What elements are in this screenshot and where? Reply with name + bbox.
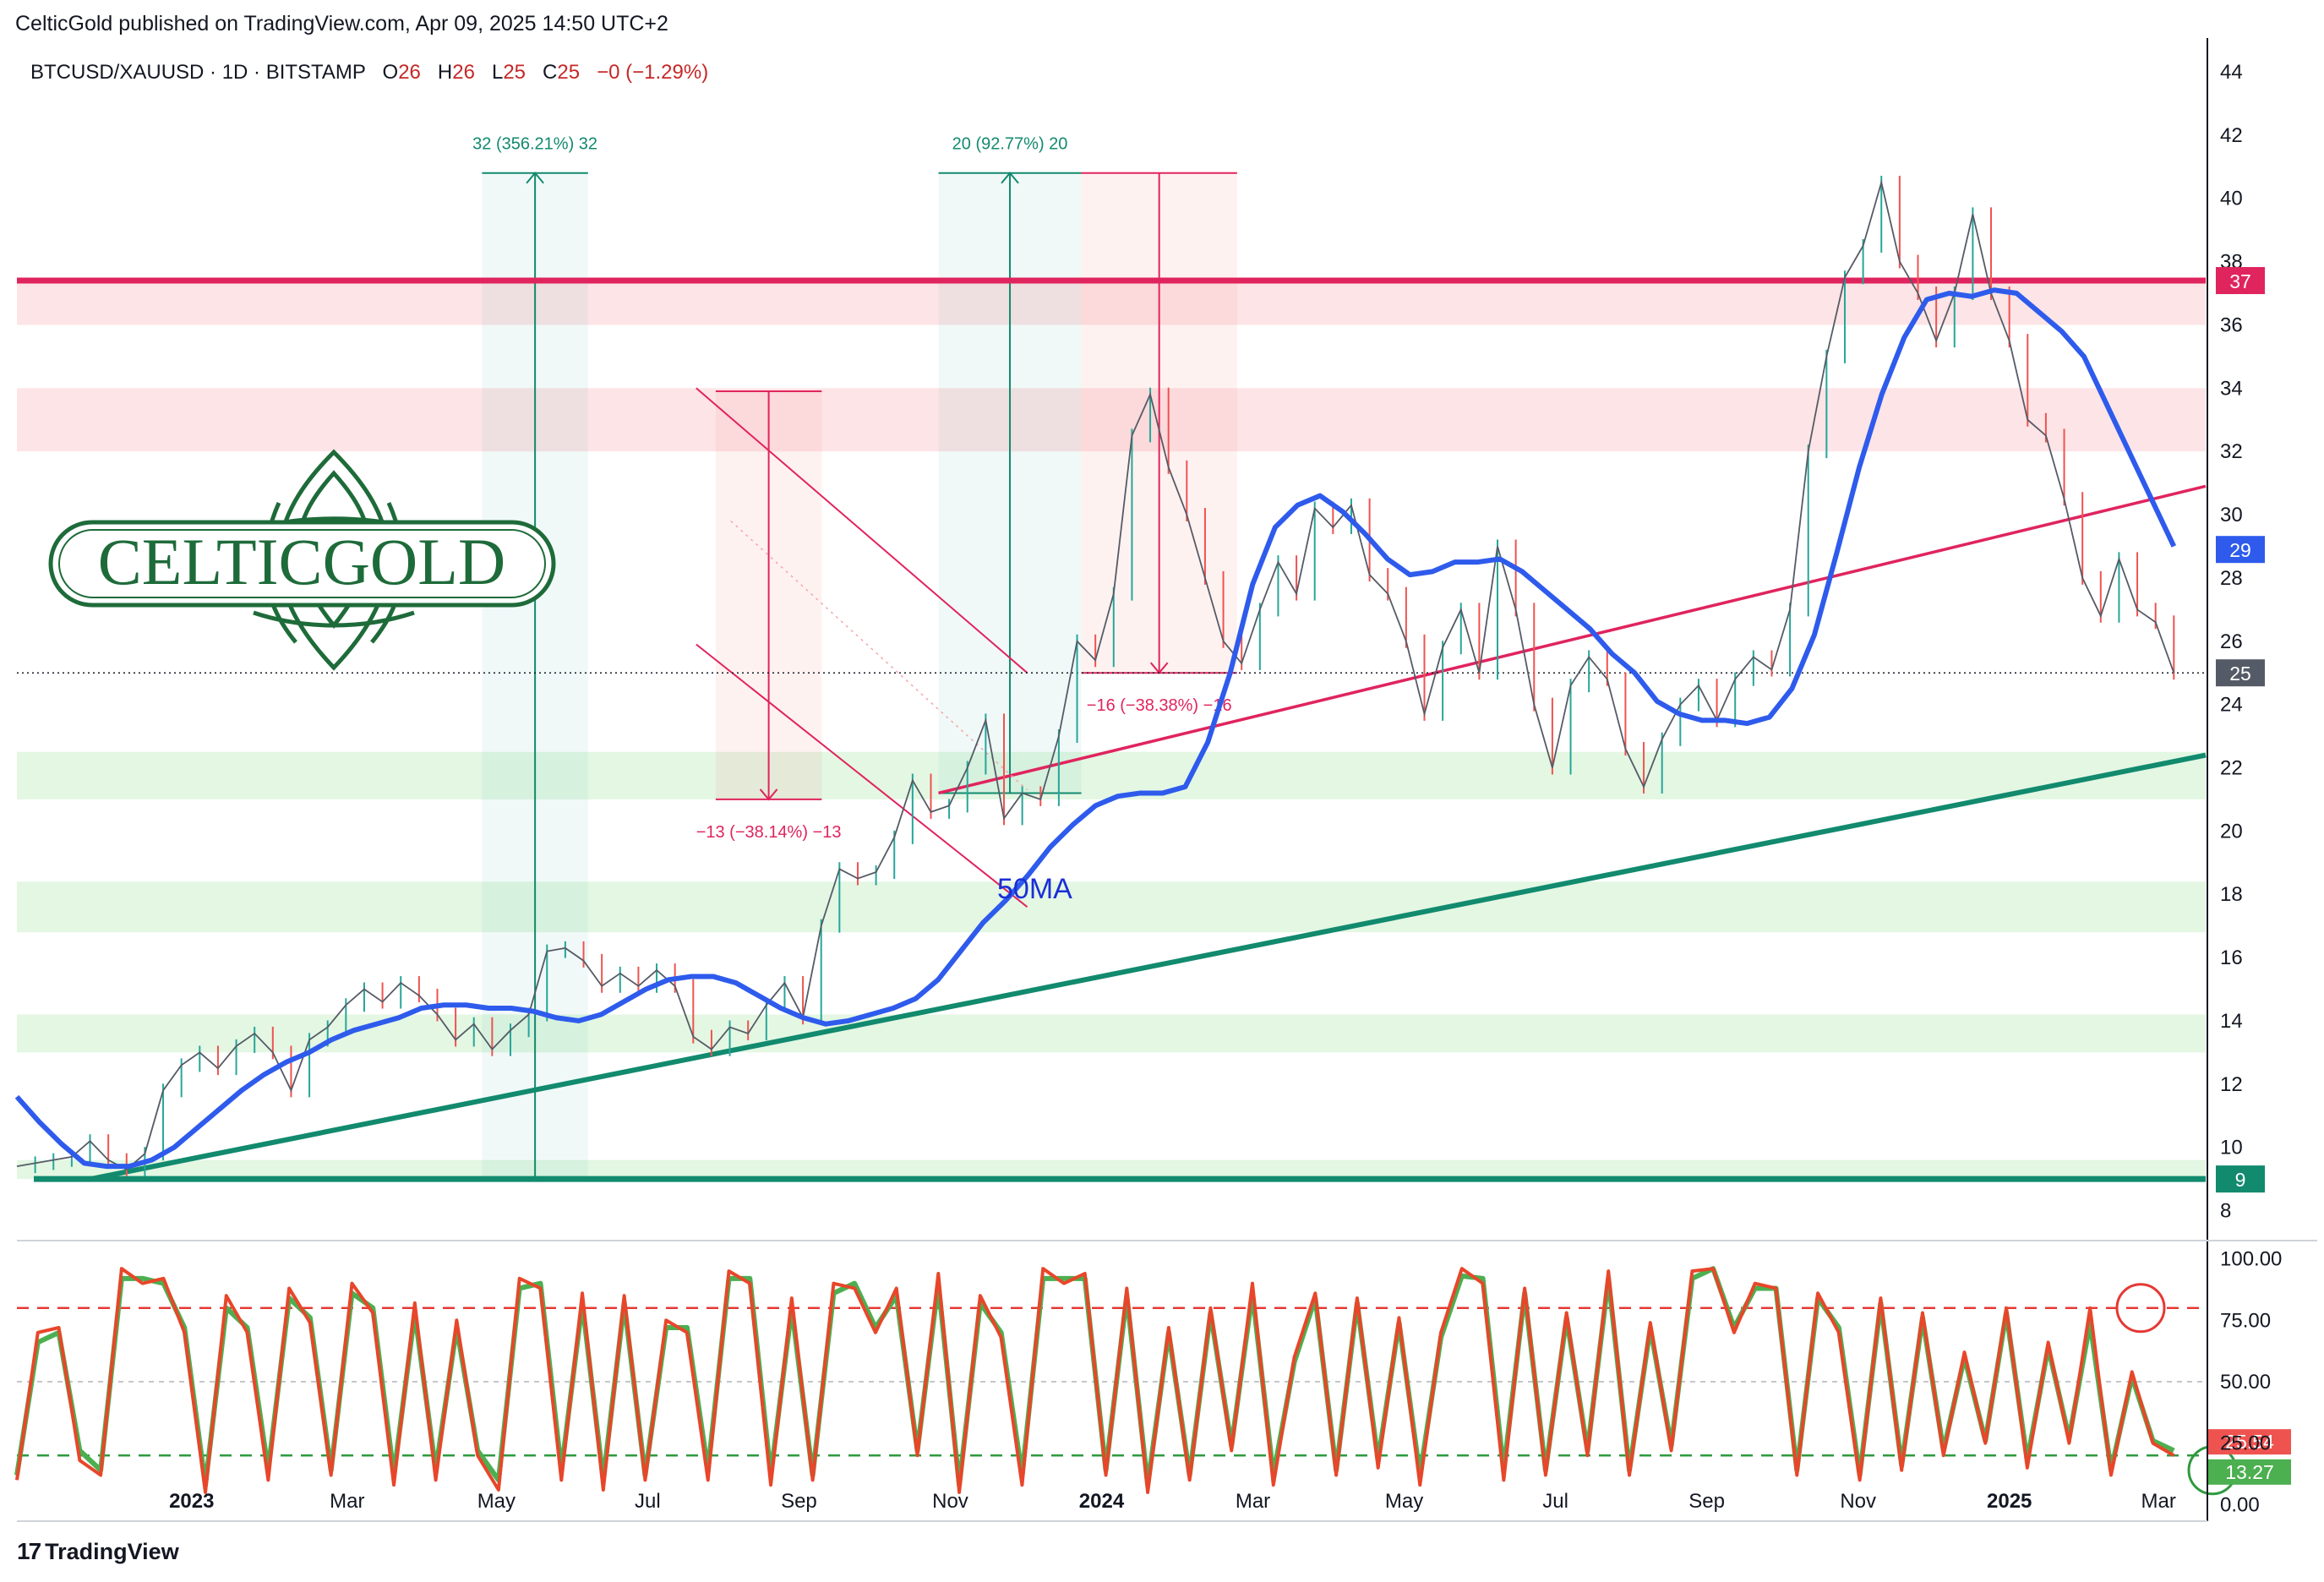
support-price-badge-bg <box>2216 1165 2265 1193</box>
time-tick-label: May <box>1385 1490 1423 1513</box>
support-zone <box>17 751 2206 799</box>
symbol-name[interactable]: BTCUSD/XAUUSD · 1D · BITSTAMP <box>30 61 366 84</box>
price-tick-label: 26 <box>2220 630 2243 653</box>
price-tick-label: 10 <box>2220 1137 2243 1159</box>
time-tick-label: 2024 <box>1079 1490 1125 1513</box>
ohlc-high-label: H <box>437 61 453 84</box>
ma50-label: 50MA <box>997 873 1072 905</box>
ma-price-badge-bg <box>2216 536 2265 564</box>
overbought-highlight-circle <box>2115 1283 2166 1334</box>
stoch-tick-label: 75.00 <box>2220 1309 2271 1332</box>
trendlines-layer <box>17 277 2207 1182</box>
price-tick-label: 32 <box>2220 440 2243 463</box>
price-tick-label: 24 <box>2220 694 2243 717</box>
zones-layer <box>17 281 2206 1180</box>
price-tick-label: 44 <box>2220 61 2243 84</box>
channel-upper-line <box>696 387 1028 674</box>
stoch-tick-label: 0.00 <box>2220 1493 2260 1516</box>
resistance-zone <box>17 388 2206 452</box>
resistance-price-badge: 37 <box>2229 270 2251 292</box>
time-tick-label: Mar <box>330 1490 364 1513</box>
time-tick-label: Nov <box>932 1490 968 1513</box>
tradingview-brand: TradingView <box>45 1538 179 1564</box>
price-tick-label: 36 <box>2220 314 2243 336</box>
time-tick-label: Mar <box>1236 1490 1270 1513</box>
resistance-price-badge-bg <box>2216 267 2265 295</box>
measure-4-label: −16 (−38.38%) −16 <box>1087 696 1232 715</box>
time-tick-label: Nov <box>1840 1490 1876 1513</box>
stoch-k-line <box>15 1267 2175 1494</box>
price-series-line <box>16 179 2175 1170</box>
rising-support-trendline <box>90 752 2207 1182</box>
price-tick-label: 28 <box>2220 567 2243 590</box>
stoch-k-badge: 25.54 <box>2225 1431 2274 1453</box>
measure-boxes-layer: 32 (356.21%) 32 20 (92.77%) 20 −13 (−38.14… <box>472 135 1237 1181</box>
time-tick-label: Jul <box>635 1490 661 1513</box>
channel-mid-line <box>730 520 1028 791</box>
price-tick-label: 16 <box>2220 946 2243 969</box>
time-tick-label: 2023 <box>169 1490 214 1513</box>
rising-red-trendline <box>938 484 2207 795</box>
logo-badge-inner <box>58 529 546 598</box>
ma50-line <box>14 287 2177 1170</box>
support-price-badge: 9 <box>2235 1169 2246 1191</box>
ohlc-low-value: 25 <box>503 61 526 84</box>
time-tick-label: Jul <box>1542 1490 1568 1513</box>
time-tick-label: Mar <box>2141 1490 2176 1513</box>
stoch-tick-label: 25.00 <box>2220 1432 2271 1455</box>
last-price-badge-bg <box>2216 659 2265 687</box>
ohlc-close-value: 25 <box>557 61 581 84</box>
published-header: CelticGold published on TradingView.com,… <box>15 12 668 35</box>
ma-price-badge: 29 <box>2229 539 2251 561</box>
price-tick-label: 42 <box>2220 124 2243 147</box>
time-tick-label: 2025 <box>1987 1490 2032 1513</box>
price-tick-label: 34 <box>2220 377 2243 400</box>
ohlc-high-value: 26 <box>452 61 475 84</box>
price-tick-label: 8 <box>2220 1200 2231 1223</box>
tradingview-footer[interactable]: 17 TradingView <box>17 1538 179 1565</box>
time-tick-label: Sep <box>781 1490 817 1513</box>
ohlc-open-value: 26 <box>398 61 421 84</box>
symbol-legend: BTCUSD/XAUUSD · 1D · BITSTAMP O26 H26 L2… <box>30 61 708 85</box>
measure-1-label: 32 (356.21%) 32 <box>472 135 597 154</box>
axes-layer: 4442403836343230282624222018161412108100… <box>17 38 2317 1522</box>
ohlc-open-label: O <box>382 61 399 84</box>
support-zone <box>17 881 2206 933</box>
price-tick-label: 12 <box>2220 1073 2243 1096</box>
stoch-k-badge-bg <box>2208 1429 2291 1455</box>
last-price-badge: 25 <box>2229 663 2251 685</box>
measure-2-label: 20 (92.77%) 20 <box>952 135 1068 154</box>
time-tick-label: May <box>477 1490 516 1513</box>
price-tick-label: 30 <box>2220 504 2243 526</box>
price-tick-label: 20 <box>2220 820 2243 843</box>
resistance-zone <box>17 281 2206 325</box>
price-tick-label: 22 <box>2220 756 2243 779</box>
price-tick-label: 14 <box>2220 1010 2243 1033</box>
stochastic-layer: 25.54 13.27 <box>14 1266 2291 1496</box>
ohlc-change-value: −0 (−1.29%) <box>597 61 709 84</box>
time-tick-label: Sep <box>1688 1490 1725 1513</box>
ohlc-low-label: L <box>491 61 504 84</box>
ohlc-close-label: C <box>543 61 558 84</box>
support-zone <box>17 1159 2206 1180</box>
channel-lower-line <box>696 643 1028 908</box>
logo-text: CELTICGOLD <box>98 525 505 598</box>
price-series-layer: 50MA <box>14 175 2177 1176</box>
price-tick-label: 40 <box>2220 188 2243 210</box>
logo-badge <box>48 520 556 608</box>
price-tick-label: 18 <box>2220 883 2243 906</box>
stoch-d-badge: 13.27 <box>2225 1461 2274 1483</box>
celtic-gold-logo: CELTICGOLD <box>48 449 556 671</box>
stoch-tick-label: 100.00 <box>2220 1248 2282 1271</box>
measure-3-label: −13 (−38.14%) −13 <box>696 823 842 842</box>
stoch-tick-label: 50.00 <box>2220 1371 2271 1394</box>
stoch-d-badge-bg <box>2208 1459 2291 1485</box>
tradingview-logo-icon: 17 <box>17 1538 41 1564</box>
